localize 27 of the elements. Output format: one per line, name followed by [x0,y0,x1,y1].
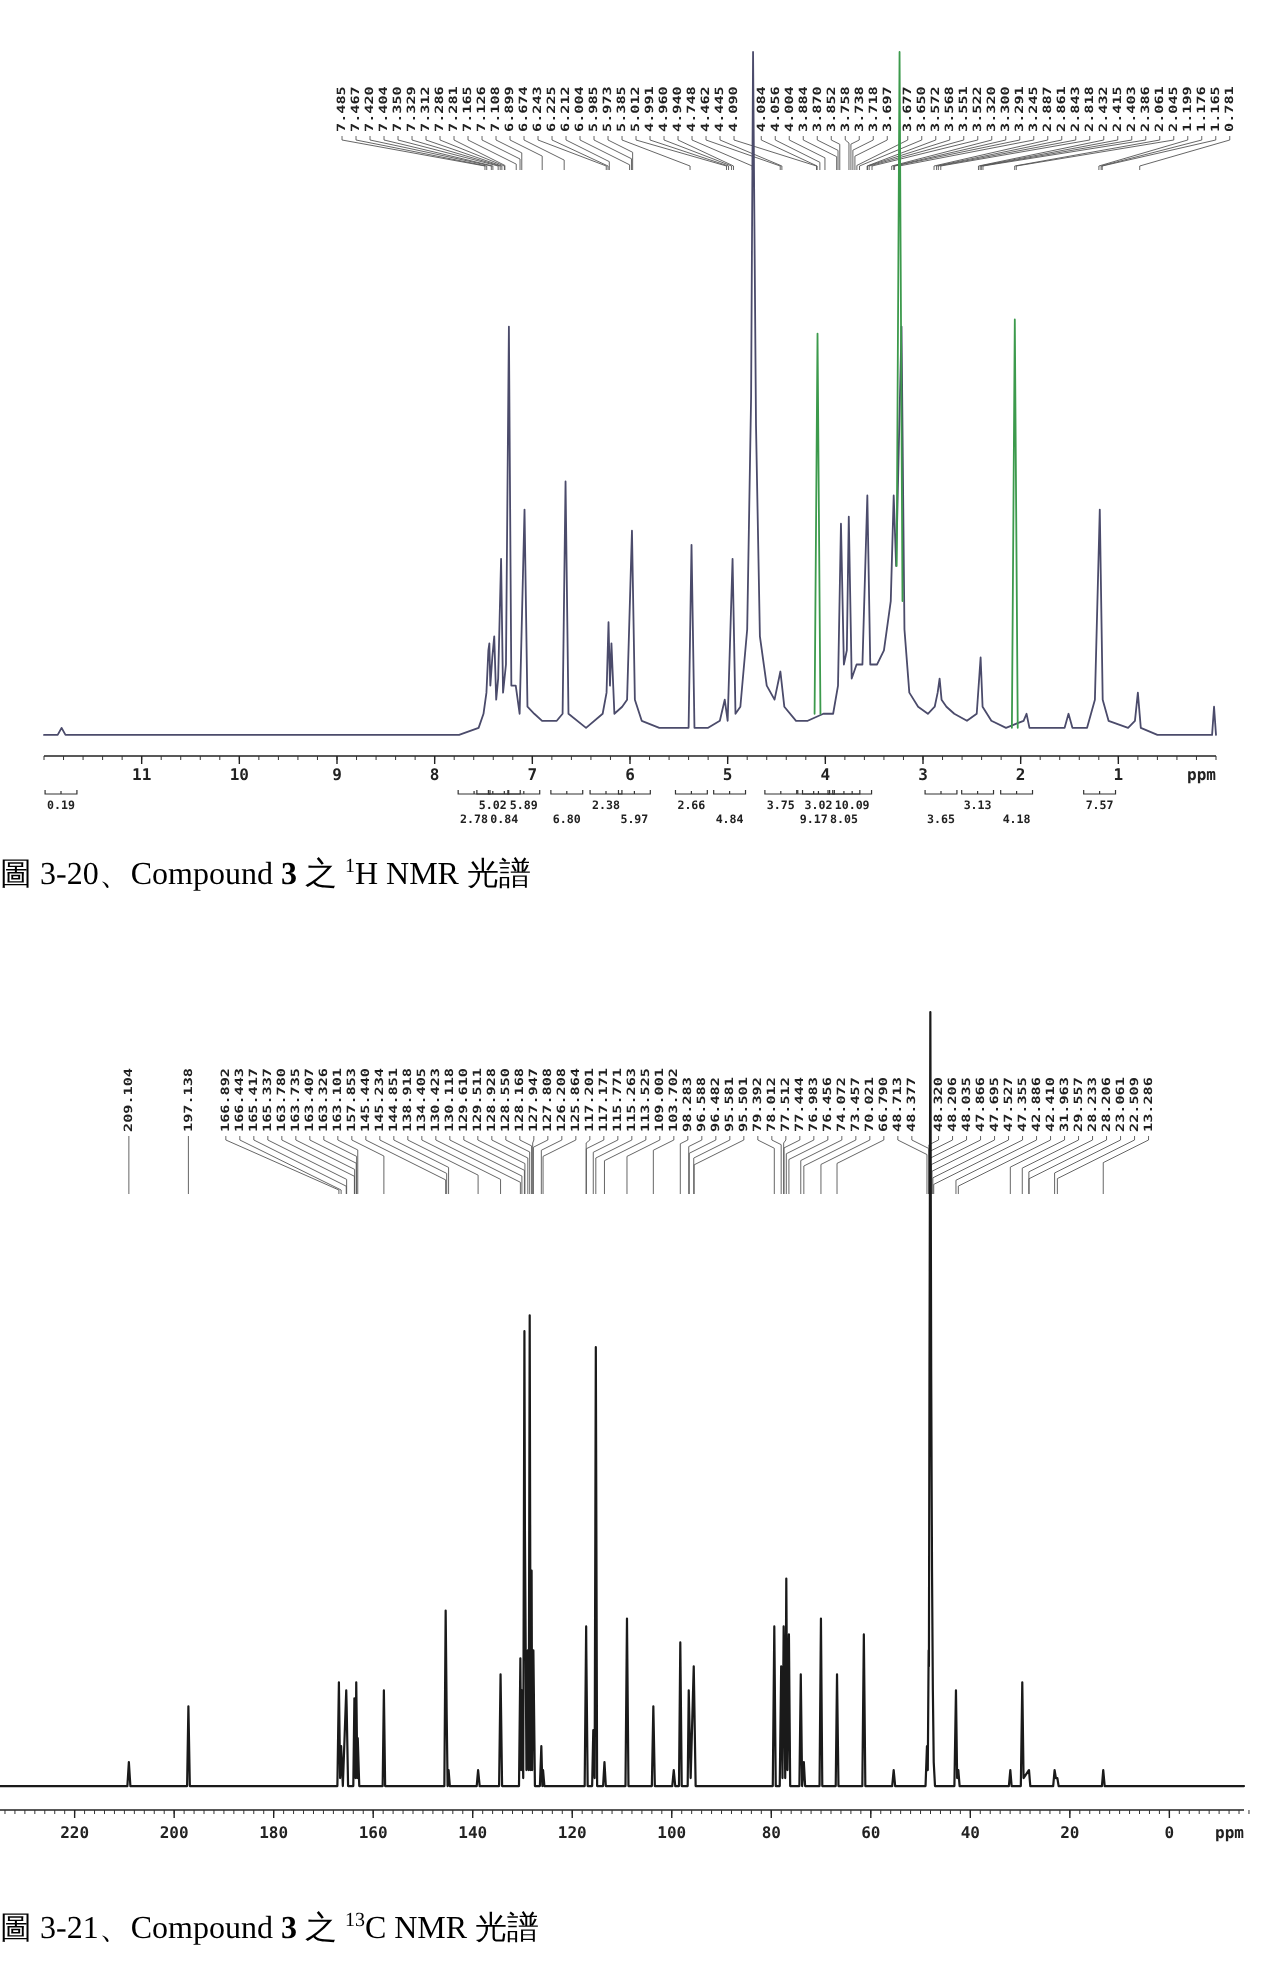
x-tick-label: 60 [861,1824,881,1842]
x-tick-label: 20 [1060,1824,1080,1842]
x-tick-label: 100 [657,1824,687,1842]
x-tick-label: 180 [259,1824,289,1842]
x-tick-label: 200 [159,1824,189,1842]
x-tick-label: 2 [1015,766,1026,784]
x-tick-label: 11 [132,766,152,784]
x-tick-label: 8 [429,766,440,784]
x-tick-label: 0 [1164,1824,1175,1842]
x-tick-label: 160 [358,1824,389,1842]
x-tick-label: 9 [332,766,343,784]
x-tick-label: 220 [60,1824,90,1842]
x-axis-title: ppm [1215,1824,1245,1842]
x-axis-title: ppm [1187,766,1217,784]
text: 圖 3-20、Compound 3 之 $^{1}$H NMR 光譜 [0,856,531,896]
x-tick-label: 120 [557,1824,588,1842]
x-tick-label: 4 [820,766,831,784]
x-tick-label: 140 [458,1824,488,1842]
x-tick-label: 5 [722,766,733,784]
text: 圖 3-21、Compound 3 之 $^{13}$C NMR 光譜 [0,1910,540,1950]
x-tick-label: 80 [761,1824,782,1842]
x-tick-label: 6 [625,766,636,784]
x-tick-label: 1 [1113,766,1124,784]
x-tick-label: 3 [918,766,929,784]
x-tick-label: 7 [527,766,538,784]
x-tick-label: 10 [229,766,250,784]
x-tick-label: 40 [960,1824,981,1842]
